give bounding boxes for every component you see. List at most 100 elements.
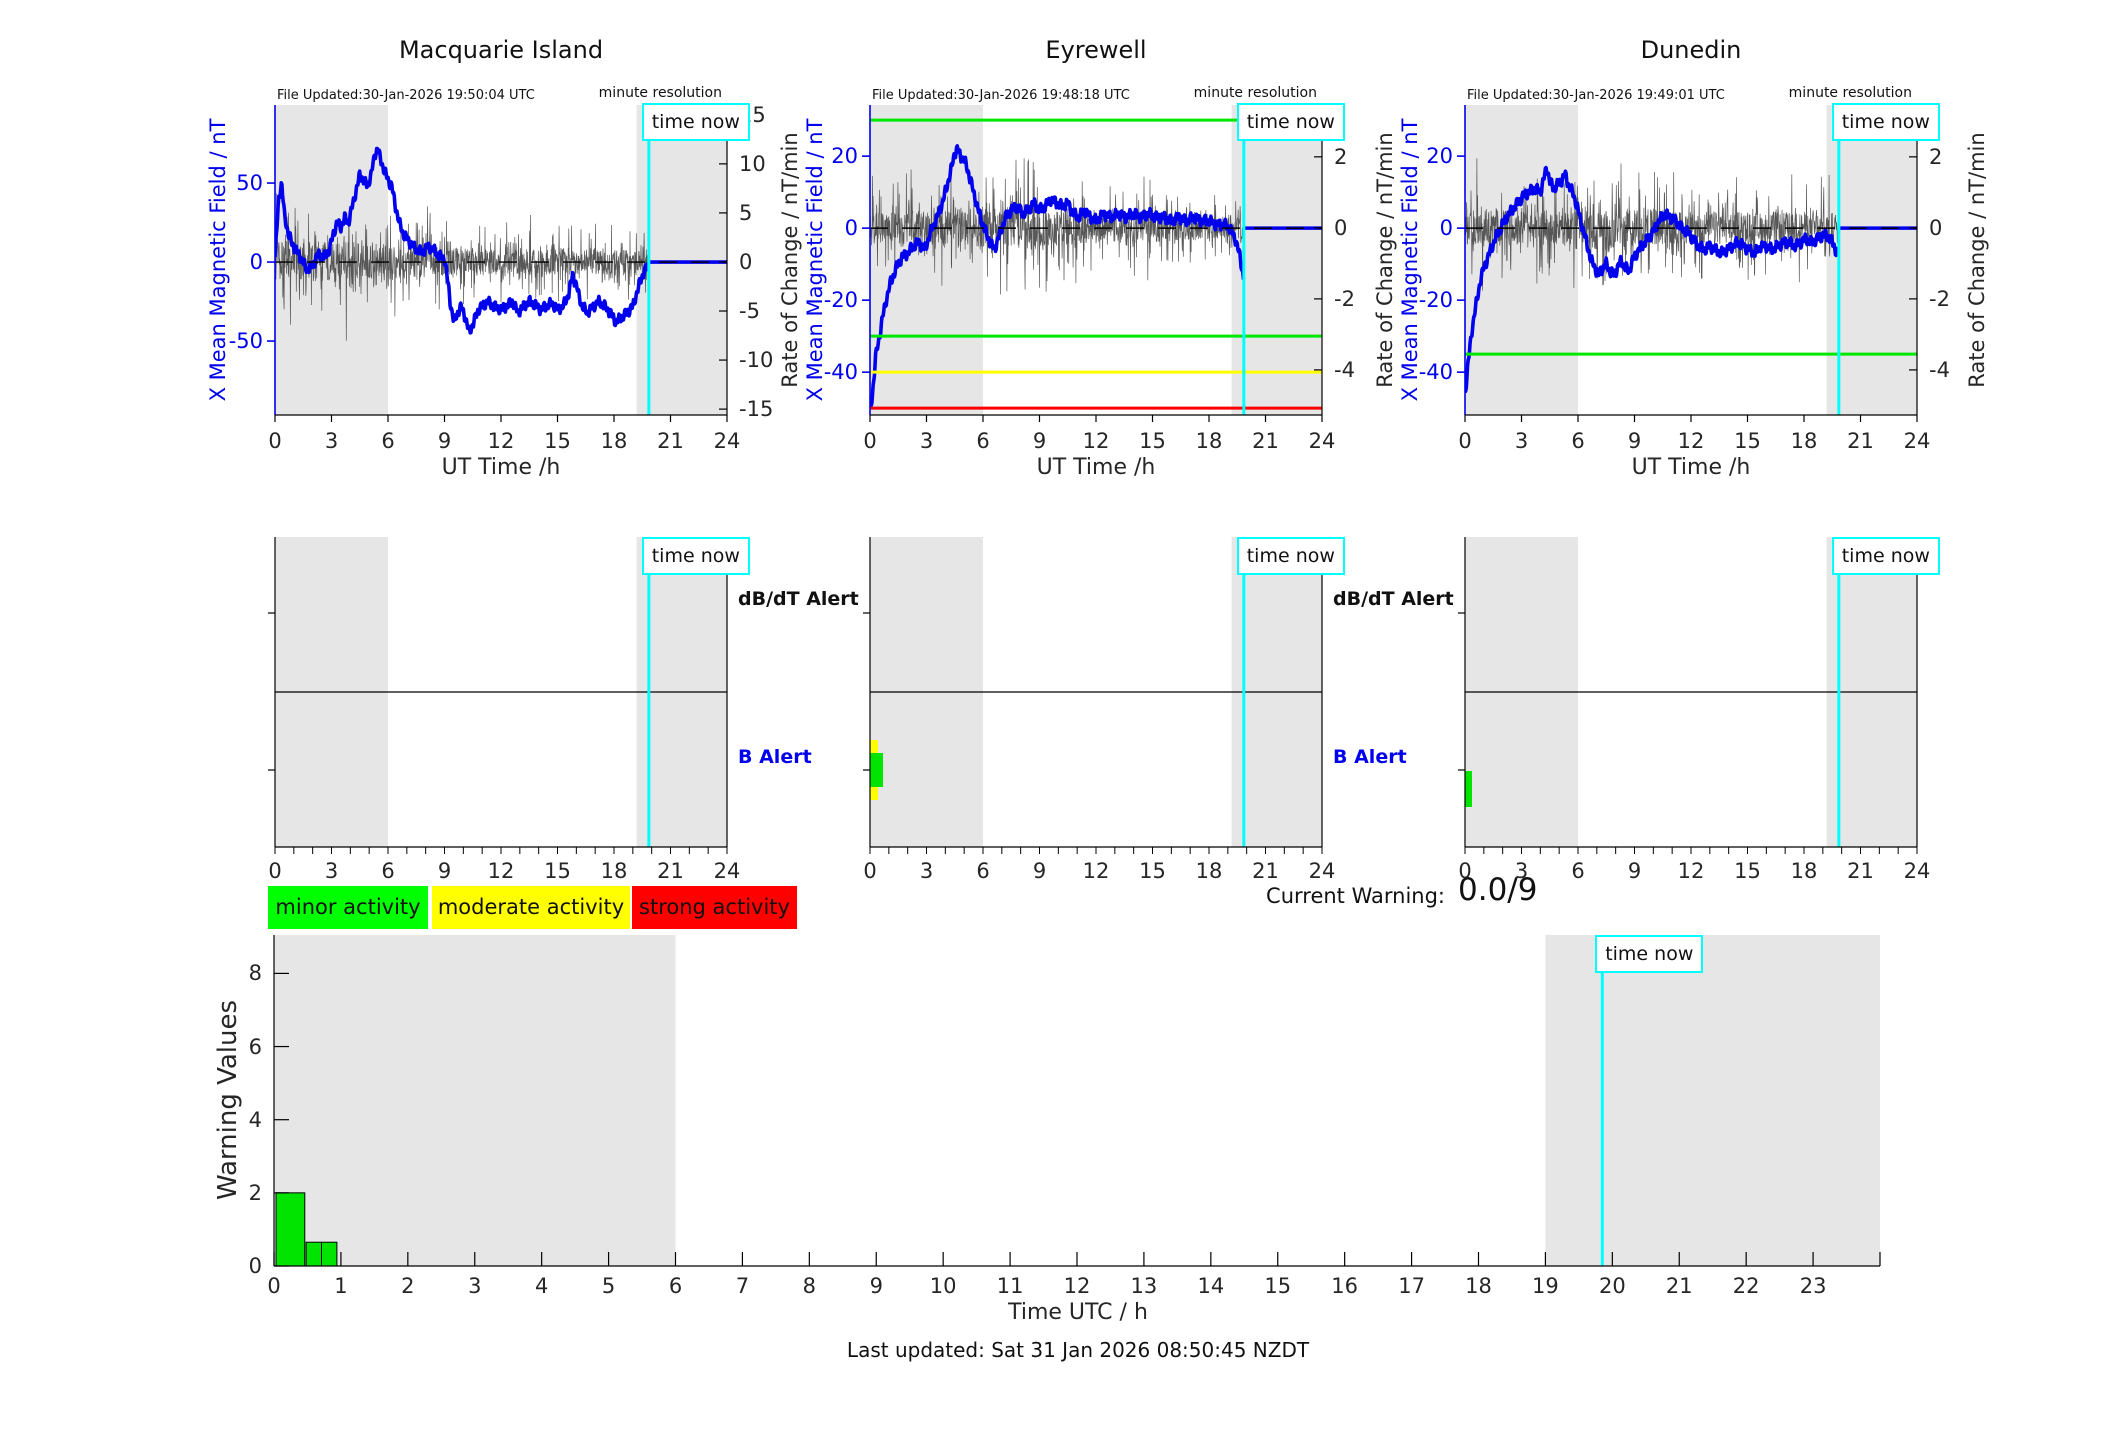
x-axis-tick-label: 9 (437, 429, 452, 453)
warning-value-bar (321, 1241, 338, 1267)
y-axis-label-rate-of-change: Rate of Change / nT/min (1373, 132, 1397, 388)
x-axis-tick-label: 24 (1308, 859, 1336, 883)
warning-values-axis-label: Warning Values (213, 999, 243, 1201)
right-axis-tick-label: 0 (739, 249, 753, 274)
x-axis-tick-label: 11 (996, 1274, 1024, 1298)
right-axis-tick-label: 0 (1929, 215, 1943, 240)
x-axis-tick-label: 3 (468, 1274, 482, 1298)
x-axis-tick-label: 3 (1514, 859, 1529, 883)
legend-moderate-activity: moderate activity (432, 886, 630, 929)
x-axis-tick-label: 12 (1677, 859, 1705, 883)
right-axis-tick-label: 10 (739, 151, 766, 176)
left-axis-tick-label: -20 (823, 288, 858, 313)
x-axis-tick-label: 9 (1627, 859, 1642, 883)
x-axis-tick-label: 0 (268, 429, 282, 453)
left-axis-tick-label: 20 (1426, 144, 1453, 169)
last-updated-text: Last updated: Sat 31 Jan 2026 08:50:45 N… (846, 1338, 1310, 1362)
right-axis-tick-label: -5 (739, 299, 760, 323)
x-axis-tick-label: 15 (1734, 429, 1761, 453)
x-axis-tick-label: 6 (976, 429, 990, 453)
x-axis-tick-label: 13 (1130, 1274, 1158, 1298)
left-axis-tick-label: -20 (1418, 288, 1453, 313)
y-axis-tick-label: 2 (248, 1180, 262, 1205)
x-axis-tick-label: 21 (1847, 429, 1874, 453)
dbdt-alert-label: dB/dT Alert (738, 588, 859, 610)
x-axis-tick-label: 24 (713, 859, 741, 883)
x-axis-tick-label: 18 (1465, 1274, 1492, 1298)
night-shading (1826, 105, 1917, 415)
x-axis-tick-label: 3 (919, 429, 934, 453)
x-axis-tick-label: 17 (1398, 1274, 1425, 1298)
current-warning-value: 0.0/9 (1458, 872, 1538, 908)
x-axis-tick-label: 12 (487, 429, 515, 453)
time-now-flag: time now (641, 537, 750, 575)
x-axis-tick-label: 3 (1514, 429, 1529, 453)
left-axis-tick-label: 0 (844, 216, 858, 241)
right-axis-tick-label: -2 (1929, 286, 1950, 311)
x-axis-tick-label: 12 (1082, 429, 1110, 453)
x-axis-tick-label: 24 (1903, 429, 1931, 453)
x-axis-tick-label: 8 (802, 1274, 817, 1298)
minute-resolution-label: minute resolution (598, 85, 722, 101)
mean-field-curve (870, 144, 1246, 409)
station-plot-1 (870, 105, 1322, 415)
x-axis-tick-label: 0 (863, 859, 877, 883)
x-axis-tick-label: 21 (657, 859, 684, 883)
x-axis-tick-label: 18 (1195, 859, 1223, 883)
time-now-flag: time now (1831, 103, 1940, 141)
y-axis-label-rate-of-change: Rate of Change / nT/min (778, 132, 802, 388)
rate-of-change-trace (1465, 158, 1839, 291)
x-axis-tick-label: 5 (601, 1274, 616, 1298)
x-axis-tick-label: 24 (713, 429, 741, 453)
x-axis-tick-label: 9 (1627, 429, 1642, 453)
right-axis-tick-label: 2 (1929, 144, 1943, 169)
night-shading (1231, 105, 1322, 415)
x-axis-tick-label: 12 (1677, 429, 1705, 453)
alert-bar-minor (1465, 771, 1472, 807)
right-axis-tick-label: -15 (739, 397, 774, 422)
time-now-flag: time now (641, 103, 750, 141)
left-axis-tick-label: 0 (249, 250, 263, 275)
x-axis-tick-label: 9 (1032, 859, 1047, 883)
x-axis-tick-label: 22 (1732, 1274, 1760, 1298)
x-axis-tick-label: 9 (1032, 429, 1047, 453)
x-axis-tick-label: 15 (1264, 1274, 1292, 1298)
x-axis-tick-label: 15 (1139, 859, 1166, 883)
x-axis-tick-label: 23 (1799, 1274, 1827, 1298)
file-updated-macquarie: File Updated:30-Jan-2026 19:50:04 UTC (277, 88, 535, 103)
y-axis-label-mean-field: X Mean Magnetic Field / nT (803, 118, 827, 402)
mean-field-curve (275, 146, 651, 335)
x-axis-tick-label: 0 (863, 429, 877, 453)
x-axis-tick-label: 0 (268, 859, 282, 883)
x-axis-tick-label: 15 (544, 429, 571, 453)
x-axis-tick-label: 24 (1903, 859, 1931, 883)
x-axis-tick-label: 18 (600, 859, 628, 883)
x-axis-label-ut-time: UT Time /h (1036, 455, 1156, 480)
x-axis-tick-label: 10 (929, 1274, 957, 1298)
x-axis-tick-label: 12 (1082, 859, 1110, 883)
x-axis-tick-label: 6 (381, 859, 395, 883)
x-axis-tick-label: 14 (1197, 1274, 1225, 1298)
night-shading (1545, 935, 1880, 1266)
x-axis-tick-label: 15 (1139, 429, 1166, 453)
x-axis-tick-label: 4 (534, 1274, 549, 1298)
x-axis-tick-label: 21 (1252, 859, 1279, 883)
x-axis-tick-label: 18 (600, 429, 628, 453)
x-axis-tick-label: 3 (919, 859, 934, 883)
x-axis-tick-label: 0 (1458, 859, 1472, 883)
x-axis-tick-label: 2 (401, 1274, 415, 1298)
right-axis-tick-label: 5 (739, 200, 753, 225)
station-title-dunedin: Dunedin (1640, 36, 1742, 64)
x-axis-tick-label: 19 (1532, 1274, 1559, 1298)
y-axis-label-rate-of-change: Rate of Change / nT/min (1965, 132, 1989, 388)
x-axis-tick-label: 0 (1458, 429, 1472, 453)
x-axis-tick-label: 6 (976, 859, 990, 883)
night-shading (636, 105, 727, 415)
time-now-flag: time now (1236, 537, 1345, 575)
file-updated-eyrewell: File Updated:30-Jan-2026 19:48:18 UTC (872, 88, 1130, 103)
b-alert-label: B Alert (738, 746, 812, 768)
x-axis-tick-label: 24 (1308, 429, 1336, 453)
x-axis-tick-label: 6 (1571, 859, 1585, 883)
x-axis-tick-label: 6 (1571, 429, 1585, 453)
